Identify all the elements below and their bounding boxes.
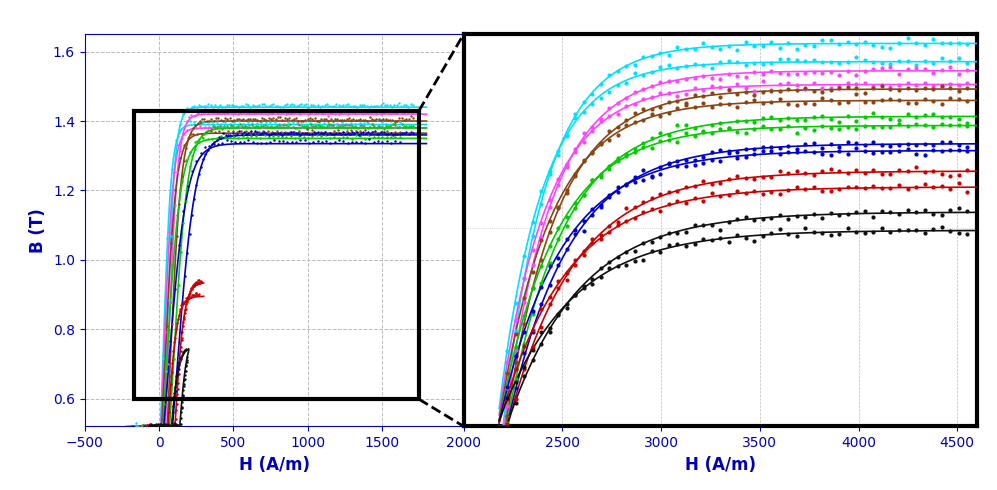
Y-axis label: B (T): B (T) — [29, 208, 47, 253]
X-axis label: H (A/m): H (A/m) — [238, 456, 310, 473]
Bar — [134, 111, 419, 399]
X-axis label: H (A/m): H (A/m) — [685, 456, 756, 473]
